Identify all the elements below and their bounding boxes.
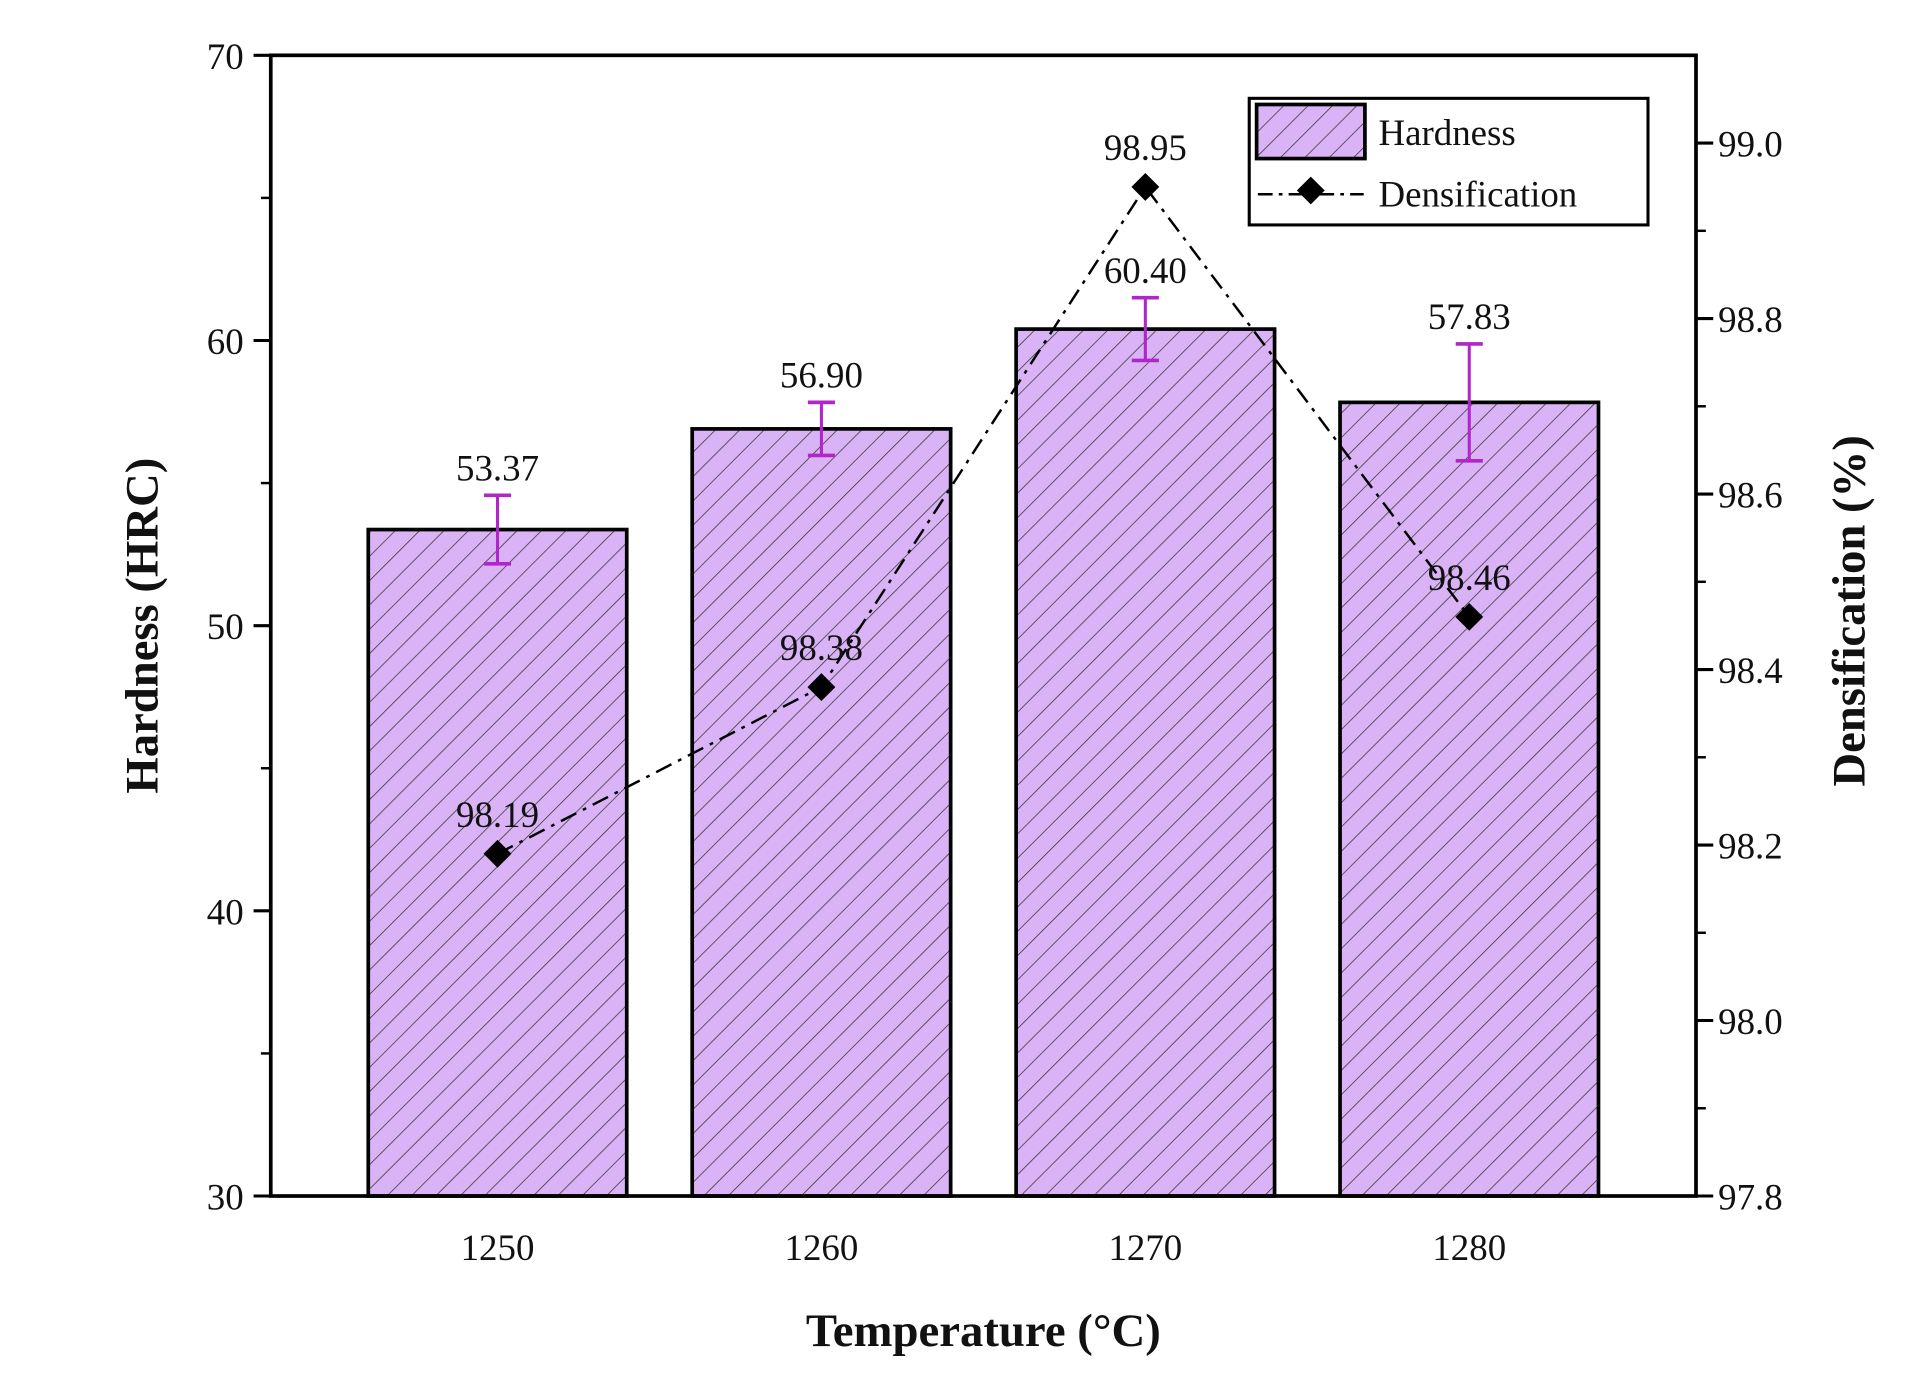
y2-tick-label: 98.6: [1718, 475, 1783, 516]
y2-axis-label: Densification (%): [1824, 435, 1876, 786]
densification-point-1280: [1455, 602, 1484, 631]
y2-tick-label: 97.8: [1718, 1177, 1783, 1218]
densification-point-1250: [483, 839, 512, 868]
data-label-densification: 98.19: [456, 794, 539, 835]
legend-densification-label: Densification: [1378, 174, 1577, 215]
bar-hardness-1280: [1338, 400, 1601, 1198]
data-label-densification: 98.46: [1428, 557, 1511, 598]
y-tick-label: 60: [207, 321, 244, 362]
bar-hardness-1260: [690, 427, 953, 1198]
data-label-hardness: 60.40: [1104, 250, 1187, 291]
y2-tick-label: 98.0: [1718, 1001, 1783, 1042]
densification-point-1270: [1131, 173, 1160, 201]
x-tick-label: 1270: [1108, 1227, 1182, 1268]
y2-tick-label: 98.8: [1718, 299, 1783, 340]
y-axis-label: Hardness (HRC): [117, 458, 169, 794]
y-tick-label: 70: [207, 36, 244, 77]
x-tick-label: 1260: [785, 1227, 859, 1268]
data-label-densification: 98.95: [1104, 127, 1187, 168]
data-label-hardness: 53.37: [456, 448, 539, 489]
densification-point-1260: [807, 673, 836, 701]
y-tick-label: 40: [207, 891, 244, 932]
x-axis-label: Temperature (°C): [806, 1305, 1161, 1357]
y-tick-label: 30: [207, 1177, 244, 1218]
y-tick-label: 50: [207, 606, 244, 647]
y2-tick-label: 99.0: [1718, 124, 1783, 165]
data-label-hardness: 57.83: [1428, 296, 1511, 337]
x-tick-label: 1250: [461, 1227, 535, 1268]
data-label-hardness: 56.90: [780, 355, 863, 396]
y2-tick-label: 98.4: [1718, 650, 1783, 691]
densification-line: [496, 184, 1471, 855]
data-label-densification: 98.38: [780, 627, 863, 668]
bar-hardness-1270: [1014, 327, 1277, 1198]
legend-hardness-label: Hardness: [1378, 112, 1515, 153]
legend-hardness-swatch: [1254, 102, 1367, 161]
legend: Hardness Densification: [1247, 96, 1650, 227]
x-tick-label: 1280: [1432, 1227, 1506, 1268]
y2-tick-label: 98.2: [1718, 826, 1783, 867]
